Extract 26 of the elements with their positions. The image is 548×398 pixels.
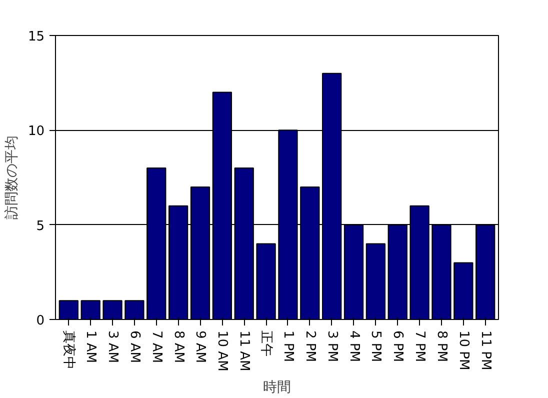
x-tick-label: 10 AM [214, 330, 230, 372]
x-axis-title: 時間 [263, 379, 291, 396]
x-tick-label: 6 PM [390, 330, 406, 362]
y-tick-label: 0 [36, 314, 45, 328]
x-tick-label: 7 PM [412, 330, 428, 362]
x-tick-label: 4 PM [346, 330, 362, 362]
x-tick-label: 3 AM [105, 330, 120, 364]
x-tick-label: 11 AM [236, 330, 252, 372]
x-tick-label: 2 PM [302, 330, 318, 362]
x-tick-label: 10 PM [456, 330, 471, 370]
x-tick-label: 5 PM [368, 330, 384, 362]
x-tick-label: 8 PM [434, 330, 449, 362]
y-tick-label: 10 [28, 124, 45, 140]
x-tick-label: 3 PM [324, 330, 340, 362]
x-tick-label: 7 AM [148, 330, 164, 364]
x-tick-label: 1 PM [280, 330, 296, 362]
x-tick-label: 1 AM [83, 330, 98, 364]
x-tick-label: 6 AM [126, 330, 142, 364]
x-tick-label: 正午 [258, 330, 274, 356]
y-axis-title: 訪問数の平均 [4, 136, 20, 220]
x-tick-label: 9 AM [192, 330, 208, 364]
x-tick-label: 8 AM [170, 330, 186, 364]
x-tick-label: 11 PM [478, 330, 493, 370]
y-tick-label: 15 [28, 30, 45, 44]
y-tick-label: 5 [36, 218, 45, 234]
x-tick-label: 真夜中 [61, 330, 78, 370]
